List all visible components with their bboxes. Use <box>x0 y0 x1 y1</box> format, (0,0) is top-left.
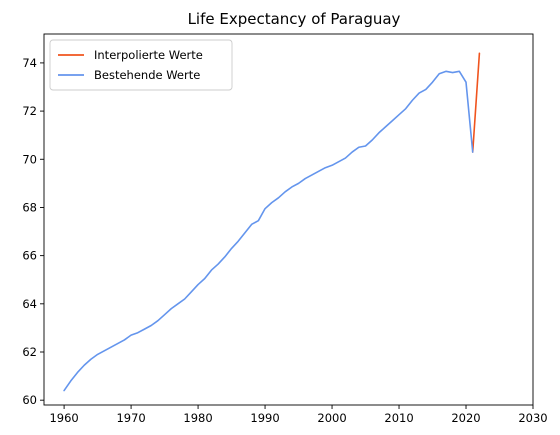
y-tick-label: 74 <box>22 56 37 70</box>
plot-area <box>63 52 481 392</box>
x-tick-label: 1970 <box>116 411 145 425</box>
y-tick-label: 62 <box>22 345 37 359</box>
axes-frame <box>43 33 534 406</box>
x-tick-label: 2000 <box>317 411 346 425</box>
x-tick-label: 2030 <box>518 411 547 425</box>
y-tick-label: 66 <box>22 249 37 263</box>
x-tick-label: 1990 <box>250 411 279 425</box>
y-tick-label: 72 <box>22 104 37 118</box>
axes: 1960 1970 1980 1990 2000 2010 2020 2030 60 62 64 66… <box>22 33 548 425</box>
series-line-1 <box>471 52 481 153</box>
y-tick-label: 70 <box>22 152 37 166</box>
chart-title: Life Expectancy of Paraguay <box>188 10 401 28</box>
legend-label-2: Bestehende Werte <box>94 68 200 82</box>
x-tick-label: 2020 <box>451 411 480 425</box>
x-tick-label: 1980 <box>183 411 212 425</box>
y-tick-label: 64 <box>22 297 37 311</box>
series-line-2 <box>63 70 474 392</box>
x-tick-label: 2010 <box>384 411 413 425</box>
y-tick-label: 68 <box>22 200 37 214</box>
legend-label-1: Interpolierte Werte <box>94 48 203 62</box>
y-tick-label: 60 <box>22 393 37 407</box>
legend: Interpolierte Werte Bestehende Werte <box>49 39 233 91</box>
x-tick-label: 1960 <box>49 411 78 425</box>
legend-box <box>49 39 233 91</box>
